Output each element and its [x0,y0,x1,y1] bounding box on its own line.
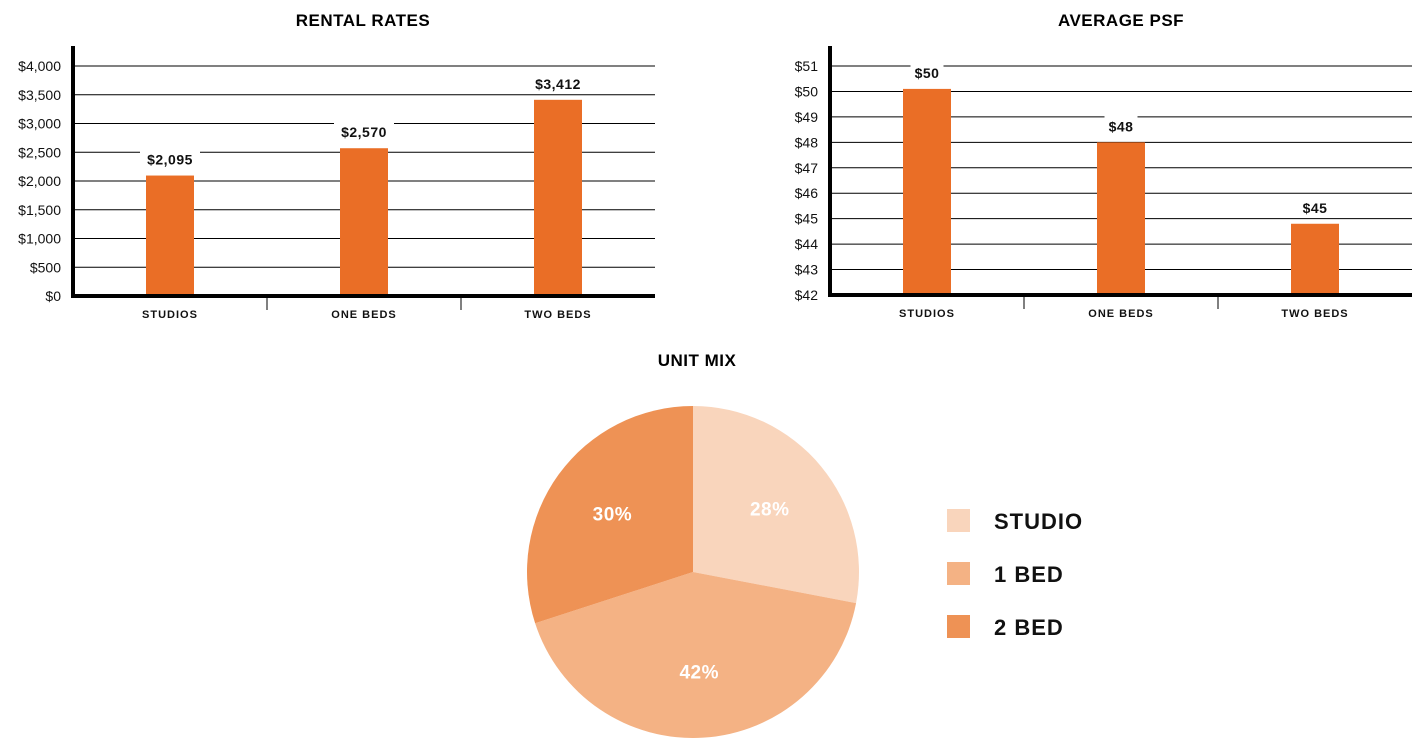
psf-data-label: $45 [1303,200,1328,216]
rental-bar-one-beds [340,148,388,296]
average-psf-chart: AVERAGE PSF $42 $43 $44 $45 $46 $47 $48 $49 $50 $… [795,11,1412,320]
rental-y-tick-label: $2,000 [18,173,61,189]
rental-y-tick-label: $0 [45,288,61,304]
pie-slice-1-bed [535,572,857,738]
psf-data-label: $48 [1109,118,1134,134]
rental-y-tick-label: $3,000 [18,116,61,132]
psf-y-tick-label: $47 [795,160,819,176]
pie-slice-label: 30% [593,504,633,525]
psf-data-label-bg [910,61,944,82]
pie-slice-label: 28% [750,500,790,521]
psf-y-tick-label: $50 [795,83,819,99]
legend-swatch-2-bed [947,615,970,638]
psf-category-label: TWO BEDS [1281,308,1348,320]
rental-data-label: $2,570 [341,124,387,140]
rental-data-label-bg [140,148,200,169]
rental-rates-chart: RENTAL RATES $0 $500 $1,000 $1,500 $2,000 $2,… [18,11,655,321]
rental-data-label: $2,095 [147,152,193,168]
unit-mix-title: UNIT MIX [658,351,737,370]
psf-y-tick-label: $45 [795,211,819,227]
average-psf-title: AVERAGE PSF [1058,11,1184,30]
psf-y-tick-label: $48 [795,134,819,150]
unit-mix-chart: UNIT MIX 28% 42% 30% STUDIO 1 BED 2 BED [527,351,1083,738]
rental-category-label: STUDIOS [142,309,198,321]
psf-y-tick-label: $42 [795,287,819,303]
rental-data-label-bg [334,121,394,142]
rental-rates-title: RENTAL RATES [296,11,430,30]
rental-y-tick-label: $2,500 [18,144,61,160]
psf-bar-studios [903,88,951,296]
psf-bar-one-beds [1097,142,1145,295]
rental-bar-two-beds [534,99,582,296]
rental-data-label: $3,412 [535,76,581,92]
rental-bar-studios [146,175,194,296]
psf-y-tick-label: $44 [795,236,819,252]
psf-y-tick-label: $51 [795,58,819,74]
rental-y-tick-label: $4,000 [18,58,61,74]
pie-slice-2-bed [527,406,693,624]
rental-y-tick-label: $1,000 [18,231,61,247]
legend-swatch-1-bed [947,562,970,585]
psf-bar-two-beds [1291,223,1339,295]
rental-category-label: ONE BEDS [331,309,396,321]
psf-category-label: ONE BEDS [1088,308,1153,320]
legend-label: 2 BED [994,615,1064,640]
psf-category-label: STUDIOS [899,308,955,320]
rental-y-tick-label: $1,500 [18,202,61,218]
psf-y-tick-label: $46 [795,185,819,201]
psf-data-label-bg [1298,196,1332,217]
pie-slice-label: 42% [679,662,719,683]
rental-y-tick-label: $500 [30,259,61,275]
rental-category-label: TWO BEDS [524,309,591,321]
unit-mix-legend: STUDIO 1 BED 2 BED [947,509,1083,640]
psf-y-tick-label: $43 [795,262,819,278]
rental-y-tick-label: $3,500 [18,87,61,103]
pie-slice-studio [693,406,859,604]
legend-swatch-studio [947,509,970,532]
legend-label: 1 BED [994,562,1064,587]
psf-y-tick-label: $49 [795,109,819,125]
rental-data-label-bg [528,72,588,93]
psf-data-label: $50 [915,65,940,81]
legend-label: STUDIO [994,509,1083,534]
psf-data-label-bg [1104,115,1138,136]
